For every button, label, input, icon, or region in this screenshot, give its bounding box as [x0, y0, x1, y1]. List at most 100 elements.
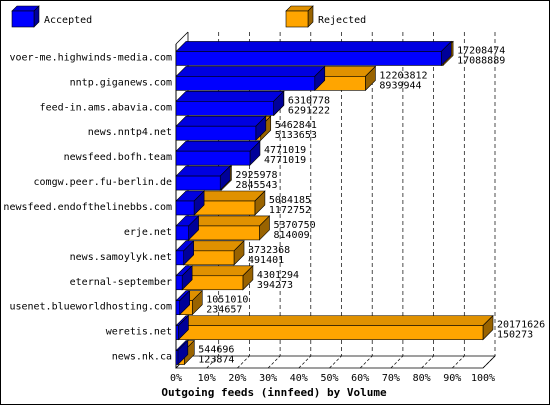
host-label: erje.net — [124, 227, 172, 238]
bar-accepted-front — [175, 175, 221, 191]
bar-accepted-front — [175, 325, 179, 340]
tick-line — [267, 355, 281, 369]
bar-accepted-top — [175, 66, 326, 77]
bar-accepted-front — [175, 200, 195, 216]
total-value-label: 2925978 — [235, 170, 277, 181]
bar-accepted-top — [175, 115, 267, 127]
bar-rejected — [187, 215, 271, 241]
x-tick-label: 30% — [259, 373, 277, 384]
bar-accepted — [175, 140, 261, 166]
total-value-label: 1051010 — [206, 295, 248, 306]
legend-rejected-swatch — [285, 5, 314, 28]
bar-accepted-front — [175, 300, 180, 315]
bar-accepted-front — [175, 350, 179, 365]
host-label: feed-in.ams.abavia.com — [40, 102, 172, 113]
bar-rejected-front — [178, 325, 484, 340]
accepted-value-label: 5133653 — [275, 130, 317, 141]
legend-accepted-swatch — [11, 5, 40, 28]
host-label: news.nntp4.net — [88, 127, 172, 138]
bar-accepted-front — [175, 125, 257, 141]
legend-swatch-1-front — [285, 10, 309, 28]
bar-accepted-front — [175, 225, 189, 241]
tick-line — [421, 355, 434, 369]
bar-rejected-front — [188, 225, 260, 241]
bar-accepted-top — [175, 140, 261, 152]
top-corner-line — [175, 31, 189, 45]
host-label: comgw.peer.fu-berlin.de — [34, 177, 172, 188]
host-label: news.nk.ca — [112, 352, 172, 363]
x-tick-label: 100% — [471, 373, 495, 384]
bar-accepted — [175, 215, 200, 241]
accepted-value-label: 491401 — [248, 255, 284, 266]
bar-rejected-top — [181, 265, 254, 277]
bar-accepted — [175, 115, 267, 141]
bar-rejected-top — [177, 315, 494, 326]
x-tick-label: 70% — [382, 373, 400, 384]
accepted-value-label: 123874 — [198, 355, 234, 366]
total-value-label: 12203812 — [379, 70, 427, 81]
bar-accepted-front — [175, 150, 251, 166]
bar-accepted — [175, 90, 285, 117]
bar-rejected — [181, 265, 254, 291]
tick-line — [237, 355, 250, 369]
x-tick-label: 10% — [198, 373, 216, 384]
bar-rejected — [314, 65, 377, 92]
bar-accepted — [175, 289, 191, 316]
bar-accepted — [175, 165, 231, 191]
accepted-value-label: 150273 — [497, 330, 533, 341]
tick-line — [298, 355, 312, 369]
host-label: eternal-september — [70, 277, 172, 288]
tick-line — [329, 355, 342, 369]
bar-accepted-top — [175, 41, 452, 52]
legend: Accepted Rejected — [11, 5, 366, 28]
bar-rejected-top — [193, 190, 266, 202]
total-value-label: 3732368 — [248, 245, 290, 256]
accepted-value-label: 6291222 — [288, 105, 330, 116]
tick-line — [482, 355, 496, 369]
x-tick-label: 40% — [290, 373, 308, 384]
accepted-value-label: 814009 — [274, 230, 310, 241]
legend-swatch-1 — [285, 5, 314, 28]
total-value-label: 544696 — [198, 345, 234, 356]
bar-accepted-front — [175, 275, 183, 291]
host-label: usenet.blueworldhosting.com — [9, 302, 172, 313]
bar-accepted-front — [175, 51, 442, 66]
total-value-label: 6310778 — [288, 95, 330, 106]
bar-accepted-front — [175, 76, 316, 91]
total-value-label: 4771019 — [264, 145, 306, 156]
accepted-value-label: 394273 — [257, 280, 293, 291]
labels: voer-me.highwinds-media.com 1720847417088… — [3, 45, 545, 365]
host-label: newsfeed.endofthelinebbs.com — [3, 202, 172, 213]
bar-rejected-top — [187, 215, 271, 227]
bar-accepted-front — [175, 101, 274, 116]
x-tick-label: 90% — [443, 373, 461, 384]
accepted-value-label: 234657 — [206, 305, 242, 316]
total-value-label: 20171626 — [497, 320, 545, 331]
tick-line — [206, 355, 219, 369]
x-tick-label: 0% — [170, 373, 182, 384]
total-value-label: 5370750 — [274, 220, 316, 231]
bar-accepted-front — [175, 250, 184, 266]
x-tick-label: 50% — [320, 373, 338, 384]
x-tick-label: 20% — [228, 373, 246, 384]
host-label: nntp.giganews.com — [70, 77, 172, 88]
host-label: news.samoylyk.net — [70, 252, 172, 263]
legend-rejected-label: Rejected — [318, 15, 366, 26]
bar-accepted — [175, 190, 205, 216]
bar-accepted-top — [175, 91, 285, 102]
bar-accepted — [175, 265, 193, 291]
accepted-value-label: 17088889 — [457, 55, 505, 66]
x-tick-label: 60% — [351, 373, 369, 384]
bar-accepted — [175, 314, 190, 341]
accepted-value-label: 1172752 — [269, 205, 311, 216]
tick-line — [359, 355, 373, 369]
tick-line — [390, 355, 404, 369]
bar-rejected — [193, 190, 266, 216]
accepted-value-label: 8939944 — [379, 80, 421, 91]
bars — [175, 40, 494, 366]
chart-title: Outgoing feeds (innfeed) by Volume — [161, 386, 387, 399]
legend-swatch-0-front — [11, 10, 35, 28]
x-tick-label: 80% — [413, 373, 431, 384]
host-label: voer-me.highwinds-media.com — [9, 52, 172, 63]
